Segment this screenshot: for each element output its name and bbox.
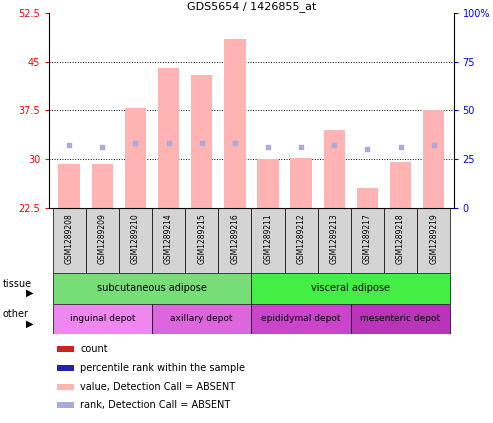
Bar xyxy=(218,208,251,273)
Text: rank, Detection Call = ABSENT: rank, Detection Call = ABSENT xyxy=(80,400,231,410)
Text: GSM1289210: GSM1289210 xyxy=(131,213,140,264)
Point xyxy=(363,146,371,153)
Bar xyxy=(284,208,317,273)
Text: GSM1289218: GSM1289218 xyxy=(396,213,405,264)
Bar xyxy=(251,208,284,273)
Point xyxy=(330,142,338,149)
Bar xyxy=(351,208,384,273)
Text: GSM1289209: GSM1289209 xyxy=(98,213,107,264)
Bar xyxy=(119,208,152,273)
Text: value, Detection Call = ABSENT: value, Detection Call = ABSENT xyxy=(80,382,236,392)
Text: GSM1289217: GSM1289217 xyxy=(363,213,372,264)
Bar xyxy=(158,68,179,208)
Bar xyxy=(152,304,251,334)
Bar xyxy=(423,110,445,208)
Bar xyxy=(58,164,80,208)
Bar xyxy=(92,164,113,208)
Text: count: count xyxy=(80,344,108,354)
Bar xyxy=(57,384,74,390)
Bar xyxy=(57,346,74,352)
Point xyxy=(99,144,106,151)
Bar xyxy=(224,39,246,208)
Point xyxy=(396,144,404,151)
Text: mesenteric depot: mesenteric depot xyxy=(360,314,441,324)
Text: GSM1289215: GSM1289215 xyxy=(197,213,206,264)
Bar xyxy=(86,208,119,273)
Text: epididymal depot: epididymal depot xyxy=(261,314,341,324)
Text: inguinal depot: inguinal depot xyxy=(70,314,135,324)
Bar xyxy=(417,208,450,273)
Text: GSM1289219: GSM1289219 xyxy=(429,213,438,264)
Bar xyxy=(351,304,450,334)
Bar xyxy=(251,304,351,334)
Bar xyxy=(152,208,185,273)
Bar xyxy=(317,208,351,273)
Bar xyxy=(53,208,86,273)
Bar xyxy=(323,130,345,208)
Text: percentile rank within the sample: percentile rank within the sample xyxy=(80,363,246,373)
Text: GSM1289208: GSM1289208 xyxy=(65,213,73,264)
Text: GSM1289211: GSM1289211 xyxy=(263,213,273,264)
Bar xyxy=(257,159,279,208)
Bar xyxy=(290,158,312,208)
Text: ▶: ▶ xyxy=(26,319,34,329)
Bar xyxy=(191,75,212,208)
Bar xyxy=(251,273,450,304)
Bar xyxy=(185,208,218,273)
Point xyxy=(65,142,73,149)
Point xyxy=(231,140,239,147)
Point xyxy=(198,140,206,147)
Bar xyxy=(356,188,378,208)
Text: ▶: ▶ xyxy=(26,288,34,298)
Text: GSM1289214: GSM1289214 xyxy=(164,213,173,264)
Point xyxy=(165,140,173,147)
Bar xyxy=(57,402,74,408)
Point xyxy=(132,140,140,147)
Text: visceral adipose: visceral adipose xyxy=(312,283,390,294)
Point xyxy=(264,144,272,151)
Bar xyxy=(384,208,417,273)
Text: subcutaneous adipose: subcutaneous adipose xyxy=(97,283,207,294)
Bar xyxy=(57,365,74,371)
Point xyxy=(297,144,305,151)
Bar xyxy=(53,273,251,304)
Title: GDS5654 / 1426855_at: GDS5654 / 1426855_at xyxy=(187,1,316,12)
Text: axillary depot: axillary depot xyxy=(171,314,233,324)
Bar xyxy=(390,162,411,208)
Text: GSM1289213: GSM1289213 xyxy=(330,213,339,264)
Text: tissue: tissue xyxy=(2,279,32,289)
Point xyxy=(430,142,438,149)
Bar xyxy=(53,304,152,334)
Bar xyxy=(125,108,146,208)
Text: GSM1289212: GSM1289212 xyxy=(297,213,306,264)
Text: GSM1289216: GSM1289216 xyxy=(230,213,240,264)
Text: other: other xyxy=(2,309,29,319)
